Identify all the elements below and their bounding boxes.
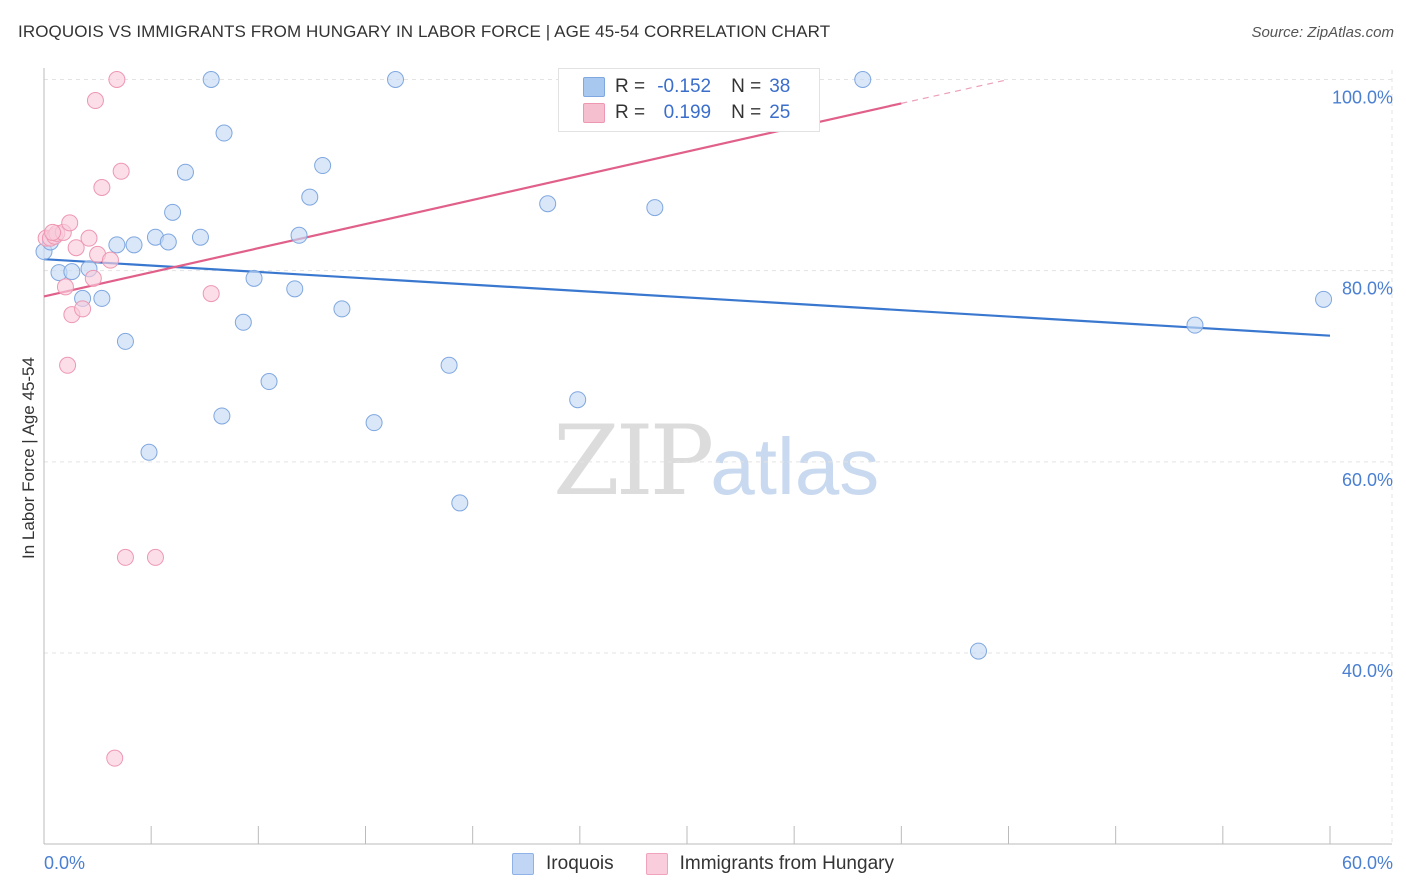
point-iroquois <box>202 71 220 88</box>
y-axis-title: In Labor Force | Age 45-54 <box>19 357 38 559</box>
point-hungary <box>80 229 98 247</box>
point-iroquois <box>854 71 872 88</box>
point-iroquois <box>108 236 126 254</box>
point-hungary <box>86 92 104 110</box>
y-tick-label: 40.0% <box>1342 661 1393 681</box>
point-iroquois <box>125 236 143 254</box>
point-iroquois <box>646 199 664 217</box>
point-hungary <box>93 179 111 197</box>
y-tick-label: 100.0% <box>1332 88 1393 108</box>
point-iroquois <box>1315 290 1333 308</box>
point-iroquois <box>290 226 308 244</box>
correlation-legend: R = -0.152 N = 38 R = 0.199 N = 25 <box>558 68 820 132</box>
legend-swatch-iroquois <box>583 77 605 97</box>
series-legend-hungary[interactable]: Immigrants from Hungary <box>645 853 894 875</box>
series-legend-iroquois[interactable]: Iroquois <box>512 853 614 875</box>
point-iroquois <box>63 263 81 281</box>
legend-r-value: 0.199 <box>663 102 712 123</box>
point-iroquois <box>387 71 405 88</box>
point-iroquois <box>451 494 469 512</box>
legend-row-iroquois: R = -0.152 N = 38 <box>583 74 790 100</box>
y-tick-label: 60.0% <box>1342 470 1393 490</box>
label-layer: 40.0% 60.0% 80.0% 100.0% 0.0% 60.0% In Labor F… <box>19 88 1393 874</box>
point-iroquois <box>116 332 134 350</box>
axis-layer <box>43 68 1392 845</box>
point-hungary <box>146 548 164 566</box>
legend-n-value: 38 <box>769 76 791 97</box>
point-hungary <box>108 71 126 88</box>
point-iroquois <box>93 289 111 307</box>
point-hungary <box>116 548 134 566</box>
point-iroquois <box>191 228 209 246</box>
point-iroquois <box>569 391 587 409</box>
watermark-zip: ZIP <box>553 405 714 517</box>
y-tick-label: 80.0% <box>1342 279 1393 299</box>
point-hungary <box>67 239 85 257</box>
trend-line-hungary <box>43 102 902 298</box>
points-layer <box>35 71 1333 767</box>
point-iroquois <box>969 642 987 660</box>
point-iroquois <box>215 124 233 142</box>
point-hungary <box>112 162 130 180</box>
legend-n-value: 25 <box>769 102 791 123</box>
chart-title: IROQUOIS VS IMMIGRANTS FROM HUNGARY IN L… <box>18 22 831 41</box>
point-iroquois <box>213 407 231 425</box>
point-iroquois <box>365 414 383 432</box>
point-hungary <box>84 269 102 287</box>
point-hungary <box>59 356 77 374</box>
legend-row-hungary: R = 0.199 N = 25 <box>583 100 790 126</box>
point-iroquois <box>314 157 332 175</box>
trend-line-hungary-extension <box>901 78 1009 104</box>
x-tick-label: 60.0% <box>1342 853 1393 873</box>
source-label: Source: ZipAtlas.com <box>1251 24 1394 41</box>
legend-swatch-hungary <box>583 103 605 123</box>
series-swatch-iroquois <box>512 853 535 875</box>
watermark-atlas: atlas <box>710 422 880 511</box>
point-hungary <box>44 223 62 241</box>
point-iroquois <box>234 313 252 331</box>
point-iroquois <box>164 203 182 221</box>
legend-r-label: R = <box>615 102 646 123</box>
point-iroquois <box>301 188 319 206</box>
grid-layer <box>44 70 1393 844</box>
point-hungary <box>101 251 119 269</box>
point-iroquois <box>260 373 278 391</box>
point-iroquois <box>539 195 557 213</box>
legend-n-label: N = <box>731 76 762 97</box>
point-iroquois <box>286 280 304 298</box>
point-iroquois <box>333 300 351 318</box>
point-hungary <box>106 749 124 767</box>
series-label-hungary: Immigrants from Hungary <box>679 853 894 874</box>
point-hungary <box>56 278 74 296</box>
x-tick-label: 0.0% <box>44 853 85 873</box>
point-iroquois <box>176 163 194 181</box>
point-iroquois <box>440 356 458 374</box>
series-swatch-hungary <box>645 853 668 875</box>
point-hungary <box>74 300 92 318</box>
watermark: ZIPatlas <box>553 405 879 517</box>
legend-n-label: N = <box>731 102 762 123</box>
legend-r-label: R = <box>615 76 646 97</box>
point-hungary <box>202 285 220 303</box>
series-label-iroquois: Iroquois <box>546 853 614 874</box>
point-iroquois <box>1186 316 1204 334</box>
series-legend: Iroquois Immigrants from Hungary <box>0 853 1406 875</box>
point-iroquois <box>245 269 263 287</box>
point-iroquois <box>140 443 158 461</box>
legend-r-value: -0.152 <box>657 76 712 97</box>
point-hungary <box>61 214 79 232</box>
point-iroquois <box>159 233 177 251</box>
